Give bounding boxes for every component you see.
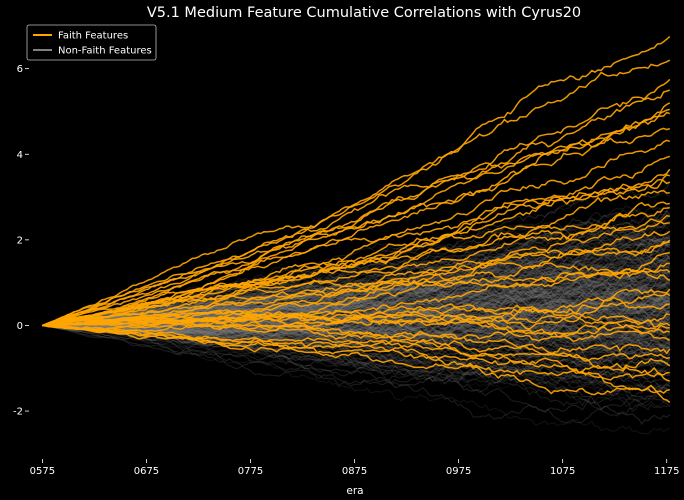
chart-title: V5.1 Medium Feature Cumulative Correlati… [147,5,581,21]
faith-line [42,89,671,327]
faith-line [42,292,671,327]
y-tick-label: 0 [17,321,23,332]
faith-line [42,310,670,336]
faith-line [42,324,671,382]
non-faith-line [42,322,670,373]
faith-line [42,321,671,356]
non-faith-line [42,324,671,359]
non-faith-line [42,275,671,327]
faith-line [42,214,670,327]
faith-line [42,36,671,327]
faith-line [42,239,671,327]
non-faith-line [42,289,671,334]
x-tick-label: 1175 [654,466,679,477]
faith-line [42,303,671,328]
non-faith-line [42,263,670,327]
non-faith-line [42,324,670,384]
legend: Faith Features Non-Faith Features [26,24,157,61]
non-faith-line [42,274,671,331]
non-faith-line [42,324,670,391]
x-tick-label: 0975 [446,466,471,477]
faith-line [42,324,670,362]
y-tick-label: 2 [17,235,23,246]
non-faith-line [42,292,670,333]
faith-line [42,312,671,332]
non-faith-line [42,212,671,327]
x-tick-label: 0875 [342,466,367,477]
x-tick-label: 0775 [238,466,263,477]
non-faith-line [42,274,670,327]
non-faith-line [42,185,671,327]
non-faith-line [42,264,671,327]
non-faith-line [42,324,670,417]
x-tick-label: 0675 [134,466,159,477]
faith-line [42,127,671,327]
y-tick-label: -2 [13,407,23,418]
faith-line [42,324,670,394]
non-faith-line [42,304,671,331]
legend-label-faith: Faith Features [58,31,128,42]
non-faith-line [42,324,670,357]
faith-line [42,155,671,327]
non-faith-line [42,271,671,327]
non-faith-line [42,206,671,327]
non-faith-line [42,313,671,341]
non-faith-line [42,308,671,345]
non-faith-line [42,324,671,424]
non-faith-line [42,324,671,412]
non-faith-line [42,255,671,327]
faith-line [42,321,670,378]
non-faith-line [42,324,670,372]
y-tick-label: 6 [17,64,23,75]
non-faith-line [42,318,670,350]
faith-line [42,78,671,327]
non-faith-line [42,317,671,356]
non-faith-line [42,227,671,327]
faith-line [42,108,670,327]
non-faith-line [42,301,670,336]
non-faith-line [42,269,670,328]
faith-line [42,324,671,404]
faith-lines [42,36,671,404]
faith-line [42,102,671,327]
x-tick-label: 0575 [30,466,55,477]
non-faith-line [42,324,670,436]
legend-label-non-faith: Non-Faith Features [58,46,152,57]
faith-line [42,139,671,327]
non-faith-line [42,324,670,376]
faith-line [42,309,670,342]
non-faith-line [42,250,670,327]
non-faith-line [42,322,671,358]
faith-line [42,59,671,327]
x-axis: 0575 0675 0775 0875 0975 1075 1175 [30,459,679,477]
non-faith-line [42,324,671,425]
non-faith-line [42,269,671,327]
non-faith-line [42,286,670,327]
y-axis: -2 0 2 4 6 [13,64,29,418]
non-faith-line [42,313,670,339]
non-faith-line [42,232,670,327]
legend-box [26,24,157,61]
faith-line [42,111,671,327]
non-faith-line [42,321,670,347]
y-tick-label: 4 [17,150,23,161]
non-faith-line [42,324,671,390]
x-tick-label: 1075 [550,466,575,477]
non-faith-line [42,280,670,340]
x-axis-label: era [346,485,363,497]
faith-line [42,267,671,327]
